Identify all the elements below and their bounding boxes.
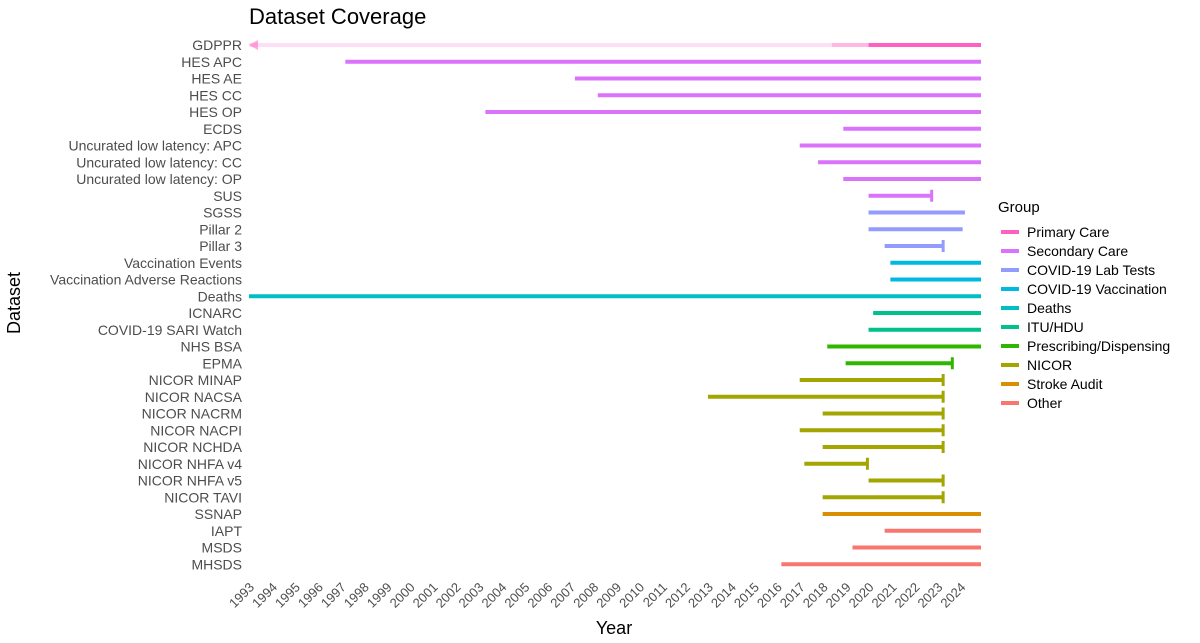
x-tick-2017: 2017 — [777, 580, 808, 611]
y-label-nicor-nacsa: NICOR NACSA — [145, 389, 243, 405]
legend-label-stroke-audit: Stroke Audit — [1027, 376, 1103, 392]
legend-label-other: Other — [1027, 395, 1062, 411]
x-tick-2001: 2001 — [410, 580, 441, 611]
x-tick-2004: 2004 — [478, 580, 509, 611]
y-label-mhsds: MHSDS — [191, 556, 242, 572]
y-label-vaccination-events: Vaccination Events — [124, 255, 242, 271]
x-tick-2003: 2003 — [456, 580, 487, 611]
x-tick-2008: 2008 — [570, 580, 601, 611]
legend-label-nicor: NICOR — [1027, 357, 1072, 373]
x-tick-1999: 1999 — [364, 580, 395, 611]
y-label-epma: EPMA — [202, 355, 242, 371]
y-label-nicor-nhfa-v5: NICOR NHFA v5 — [138, 473, 242, 489]
legend-label-covid-19-lab-tests: COVID-19 Lab Tests — [1027, 262, 1155, 278]
legend: Group Primary Care Secondary Care COVID-19… — [998, 199, 1170, 411]
timeline-segments — [249, 40, 981, 564]
x-tick-2010: 2010 — [616, 580, 647, 611]
y-label-hes-ae: HES AE — [191, 71, 242, 87]
y-label-nicor-tavi: NICOR TAVI — [164, 489, 242, 505]
x-axis-title: Year — [596, 618, 632, 638]
y-label-uncurated-low-latency-cc: Uncurated low latency: CC — [76, 154, 242, 170]
y-label-ssnap: SSNAP — [195, 506, 242, 522]
y-label-hes-apc: HES APC — [181, 54, 242, 70]
x-tick-1994: 1994 — [249, 580, 280, 611]
x-tick-2005: 2005 — [501, 580, 532, 611]
y-label-nicor-nacrm: NICOR NACRM — [142, 406, 242, 422]
x-tick-2002: 2002 — [433, 580, 464, 611]
y-label-uncurated-low-latency-apc: Uncurated low latency: APC — [68, 138, 242, 154]
y-label-gdppr: GDPPR — [192, 37, 242, 53]
x-tick-2013: 2013 — [685, 580, 716, 611]
legend-label-itu-hdu: ITU/HDU — [1027, 319, 1084, 335]
y-label-vaccination-adverse-reactions: Vaccination Adverse Reactions — [50, 272, 242, 288]
x-tick-2000: 2000 — [387, 580, 418, 611]
y-label-hes-cc: HES CC — [189, 87, 242, 103]
x-tick-2015: 2015 — [731, 580, 762, 611]
y-label-nicor-nacpi: NICOR NACPI — [150, 422, 242, 438]
dataset-coverage-chart: Dataset Coverage GDPPRHES APCHES AEHES C… — [0, 0, 1200, 643]
x-tick-1998: 1998 — [341, 580, 372, 611]
x-tick-2020: 2020 — [846, 580, 877, 611]
x-tick-1997: 1997 — [318, 580, 349, 611]
x-tick-2022: 2022 — [892, 580, 923, 611]
legend-label-prescribing-dispensing: Prescribing/Dispensing — [1027, 338, 1170, 354]
y-axis-title: Dataset — [4, 272, 24, 334]
x-tick-2016: 2016 — [754, 580, 785, 611]
y-label-nhs-bsa: NHS BSA — [181, 339, 243, 355]
y-label-iapt: IAPT — [211, 523, 243, 539]
y-label-nicor-nhfa-v4: NICOR NHFA v4 — [138, 456, 242, 472]
x-tick-2012: 2012 — [662, 580, 693, 611]
x-tick-2024: 2024 — [937, 580, 968, 611]
x-tick-2019: 2019 — [823, 580, 854, 611]
legend-label-deaths: Deaths — [1027, 300, 1071, 316]
x-tick-2023: 2023 — [914, 580, 945, 611]
chart-title: Dataset Coverage — [249, 4, 426, 29]
y-label-nicor-minap: NICOR MINAP — [149, 372, 242, 388]
y-label-sus: SUS — [213, 188, 242, 204]
y-label-icnarc: ICNARC — [188, 305, 242, 321]
y-label-covid-19-sari-watch: COVID-19 SARI Watch — [98, 322, 242, 338]
x-tick-2007: 2007 — [547, 580, 578, 611]
y-label-deaths: Deaths — [198, 288, 242, 304]
x-tick-1996: 1996 — [295, 580, 326, 611]
legend-label-secondary-care: Secondary Care — [1027, 243, 1128, 259]
x-tick-1995: 1995 — [272, 580, 303, 611]
y-label-nicor-nchda: NICOR NCHDA — [143, 439, 242, 455]
legend-label-primary-care: Primary Care — [1027, 224, 1110, 240]
x-tick-1993: 1993 — [226, 580, 257, 611]
y-label-ecds: ECDS — [203, 121, 242, 137]
y-label-hes-op: HES OP — [189, 104, 242, 120]
y-label-pillar-2: Pillar 2 — [199, 221, 242, 237]
open-left-arrow-icon — [249, 40, 258, 50]
x-axis-labels: 1993199419951996199719981999200020012002… — [226, 580, 968, 611]
x-tick-2014: 2014 — [708, 580, 739, 611]
y-label-msds: MSDS — [202, 540, 242, 556]
y-label-sgss: SGSS — [203, 205, 242, 221]
x-tick-2018: 2018 — [800, 580, 831, 611]
x-tick-2021: 2021 — [869, 580, 900, 611]
legend-label-covid-19-vaccination: COVID-19 Vaccination — [1027, 281, 1167, 297]
y-label-pillar-3: Pillar 3 — [199, 238, 242, 254]
x-tick-2009: 2009 — [593, 580, 624, 611]
x-tick-2011: 2011 — [640, 580, 670, 610]
legend-title: Group — [998, 199, 1040, 216]
x-tick-2006: 2006 — [524, 580, 555, 611]
y-label-uncurated-low-latency-op: Uncurated low latency: OP — [76, 171, 242, 187]
